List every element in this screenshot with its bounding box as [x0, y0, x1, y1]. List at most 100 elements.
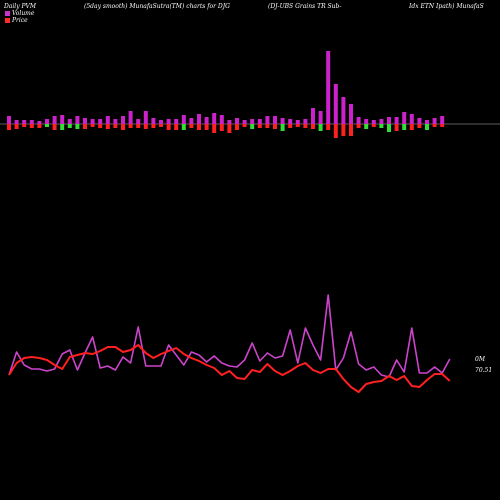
legend-price-swatch	[5, 18, 10, 23]
volume-bar-down	[364, 124, 369, 129]
volume-bar-down	[394, 124, 399, 131]
volume-bar-up	[98, 119, 103, 124]
volume-bar-up	[128, 111, 133, 124]
volume-bar-down	[273, 124, 277, 129]
volume-bar-up	[242, 120, 247, 124]
volume-bar-down	[7, 124, 11, 130]
price-line	[8, 344, 451, 393]
volume-bar-up	[273, 116, 277, 124]
volume-bar-down	[22, 124, 27, 127]
volume-bar-down	[159, 124, 163, 127]
chart-header-right: Idx ETN Ipath) MunafaS	[409, 3, 484, 10]
volume-end-label: 0M	[475, 356, 485, 363]
volume-bar-down	[60, 124, 65, 130]
legend-volume-swatch	[5, 11, 10, 16]
volume-bar-up	[151, 118, 156, 124]
volume-bar-down	[90, 124, 95, 127]
volume-bar-down	[318, 124, 323, 131]
volume-bar-down	[250, 124, 255, 129]
volume-bar-up	[113, 119, 118, 124]
volume-bar-up	[387, 117, 391, 124]
volume-bar-up	[143, 111, 148, 124]
volume-bar-up	[257, 119, 262, 124]
volume-bar-down	[45, 124, 49, 127]
volume-bar-up	[14, 120, 19, 124]
volume-bar-up	[29, 120, 34, 124]
volume-bar-up	[227, 120, 232, 124]
volume-bar-up	[159, 120, 163, 124]
volume-bar-down	[37, 124, 42, 128]
volume-bar-down	[417, 124, 422, 128]
volume-bar-up	[440, 116, 445, 124]
volume-bar-down	[121, 124, 125, 130]
volume-bar-down	[219, 124, 224, 131]
volume-bar-down	[14, 124, 19, 129]
volume-bar-down	[265, 124, 270, 128]
volume-bar-down	[143, 124, 148, 129]
volume-bar-up	[379, 119, 384, 124]
volume-bar-up	[250, 119, 255, 124]
volume-bar-up	[402, 112, 407, 124]
volume-bar-up	[409, 114, 414, 124]
volume-bar-down	[303, 124, 308, 128]
volume-bar-up	[333, 84, 338, 124]
volume-bar-up	[52, 116, 57, 124]
volume-bar-up	[318, 111, 323, 124]
volume-bar-up	[371, 120, 376, 124]
volume-bar-down	[280, 124, 285, 131]
volume-bar-down	[212, 124, 217, 133]
volume-bar-up	[326, 51, 331, 124]
volume-bar-down	[425, 124, 429, 130]
volume-bar-up	[364, 119, 369, 124]
volume-bar-up	[341, 97, 346, 124]
volume-bar-up	[219, 115, 224, 124]
volume-bar-up	[45, 119, 49, 124]
volume-bar-up	[417, 118, 422, 124]
volume-bar-down	[52, 124, 57, 130]
volume-bar-down	[189, 124, 194, 128]
volume-bar-up	[204, 117, 209, 124]
volume-bar-down	[174, 124, 179, 130]
volume-bar-down	[371, 124, 376, 127]
volume-bar-down	[105, 124, 110, 129]
volume-line	[8, 294, 451, 378]
legend-volume-label: Volume	[12, 10, 35, 17]
volume-bar-down	[295, 124, 300, 127]
volume-bar-down	[409, 124, 414, 130]
volume-bar-down	[98, 124, 103, 128]
volume-bar-up	[121, 116, 125, 124]
volume-bar-down	[197, 124, 201, 130]
volume-bar-up	[295, 120, 300, 124]
chart-header-subtitle: (DJ-UBS Grains TR Sub-	[268, 3, 342, 10]
volume-bar-down	[204, 124, 209, 130]
volume-bar-down	[379, 124, 384, 128]
volume-bar-down	[181, 124, 186, 130]
volume-bar-up	[197, 114, 201, 124]
volume-bar-down	[402, 124, 407, 130]
volume-bar-up	[105, 116, 110, 124]
volume-bar-up	[265, 116, 270, 124]
chart-header-left: Daily PVM	[4, 3, 37, 10]
volume-bar-down	[288, 124, 293, 128]
volume-bar-up	[349, 104, 353, 124]
volume-bar-down	[83, 124, 87, 129]
volume-bar-down	[136, 124, 141, 128]
volume-bar-down	[151, 124, 156, 128]
volume-bar-up	[181, 115, 186, 124]
volume-bar-down	[29, 124, 34, 128]
legend-price-label: Price	[12, 17, 28, 24]
volume-bar-down	[235, 124, 239, 130]
volume-bar-up	[189, 118, 194, 124]
volume-bar-up	[166, 119, 171, 124]
legend-price: Price	[5, 17, 28, 24]
volume-bar-down	[128, 124, 133, 128]
volume-bar-up	[90, 119, 95, 124]
chart-header-title: (5day smooth) MunafaSutra(TM) charts for…	[84, 3, 230, 10]
volume-bar-down	[113, 124, 118, 128]
volume-bar-up	[7, 116, 11, 124]
price-end-label: 70.51	[475, 367, 493, 374]
volume-bar-down	[75, 124, 80, 129]
volume-bar-up	[235, 118, 239, 124]
volume-bar-up	[136, 119, 141, 124]
